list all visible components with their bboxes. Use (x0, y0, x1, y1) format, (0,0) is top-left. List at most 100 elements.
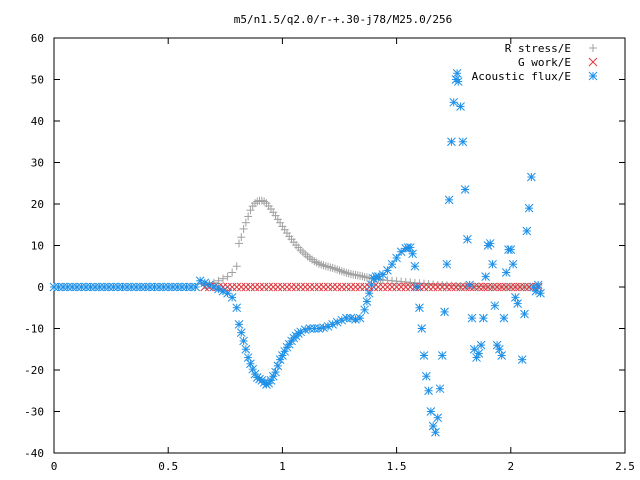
data-point (511, 293, 520, 302)
data-point (218, 286, 228, 296)
data-point (95, 282, 105, 292)
data-point (533, 280, 543, 290)
data-point (341, 313, 351, 323)
data-point (392, 282, 401, 292)
data-point (362, 297, 372, 306)
data-point (415, 303, 424, 313)
data-point (319, 282, 328, 292)
data-point (310, 282, 319, 292)
data-point (260, 197, 269, 206)
data-point (236, 328, 246, 338)
data-point (301, 250, 310, 259)
data-point (218, 282, 228, 292)
data-point (159, 282, 168, 292)
series-layer (49, 68, 545, 437)
data-point (337, 267, 346, 276)
data-point (271, 211, 280, 220)
data-point (383, 282, 392, 292)
data-point (232, 262, 241, 271)
x-tick-label: 1 (279, 460, 286, 473)
data-point (392, 253, 401, 263)
data-point (266, 376, 276, 385)
data-point (387, 259, 397, 269)
data-point (419, 282, 429, 292)
data-point (479, 282, 488, 292)
data-point (223, 272, 232, 281)
data-point (319, 261, 328, 270)
data-point (298, 248, 307, 257)
data-point (433, 282, 443, 292)
data-point (536, 288, 545, 298)
data-point (360, 305, 369, 315)
data-point (442, 259, 452, 269)
data-point (355, 282, 365, 292)
data-point (419, 351, 429, 360)
data-point (246, 282, 255, 292)
legend-marker (589, 44, 597, 52)
x-tick-label: 2 (507, 460, 514, 473)
data-point (433, 413, 443, 423)
data-point (269, 208, 278, 217)
data-point (63, 282, 73, 292)
legend-label: Acoustic flux/E (472, 70, 571, 83)
data-point (303, 252, 312, 261)
data-point (296, 282, 306, 292)
data-point (330, 264, 339, 273)
data-point (469, 282, 479, 292)
data-point (417, 324, 427, 333)
data-point (424, 282, 433, 292)
data-point (332, 282, 342, 292)
chart-title: m5/n1.5/q2.0/r-+.30-j78/M25.0/256 (234, 13, 453, 26)
data-point (282, 229, 291, 238)
y-tick-label: 20 (31, 198, 44, 211)
data-point (235, 239, 244, 248)
data-point (492, 340, 502, 350)
y-axis: -40 -30 -20 -10 0 10 20 30 40 50 60 (24, 32, 625, 460)
data-point (250, 282, 260, 292)
data-point (223, 288, 232, 298)
data-point (452, 68, 462, 78)
y-tick-label: -40 (24, 447, 44, 460)
data-point (451, 282, 461, 292)
data-point (255, 282, 264, 292)
data-point (323, 282, 333, 292)
data-point (241, 344, 251, 354)
y-tick-label: 10 (31, 240, 44, 253)
data-point (511, 282, 520, 292)
data-point (253, 197, 262, 206)
data-point (244, 212, 253, 221)
x-tick-label: 1.5 (387, 460, 407, 473)
data-point (314, 282, 324, 292)
data-point (255, 374, 264, 384)
data-point (405, 243, 415, 252)
data-point (444, 195, 454, 205)
data-point (282, 282, 292, 292)
data-point (278, 222, 287, 231)
y-tick-label: -30 (24, 406, 44, 419)
data-point (200, 278, 210, 288)
data-point (241, 218, 250, 227)
data-point (268, 371, 278, 381)
data-point (136, 282, 146, 292)
plot-border (53, 37, 626, 454)
data-point (268, 282, 278, 292)
data-point (273, 215, 282, 224)
data-point (278, 351, 287, 360)
data-point (227, 293, 237, 302)
data-point (421, 371, 431, 381)
data-point (273, 282, 283, 292)
y-tick-label: 50 (31, 74, 44, 87)
data-point (472, 353, 481, 362)
data-point (458, 137, 468, 147)
data-point (495, 344, 504, 354)
data-point (122, 282, 132, 292)
data-point (506, 245, 516, 255)
data-point (522, 226, 532, 236)
x-tick-label: 0 (51, 460, 58, 473)
data-point (280, 225, 289, 234)
data-point (517, 355, 527, 364)
data-point (131, 282, 141, 292)
data-point (501, 282, 511, 292)
data-point (424, 386, 433, 396)
